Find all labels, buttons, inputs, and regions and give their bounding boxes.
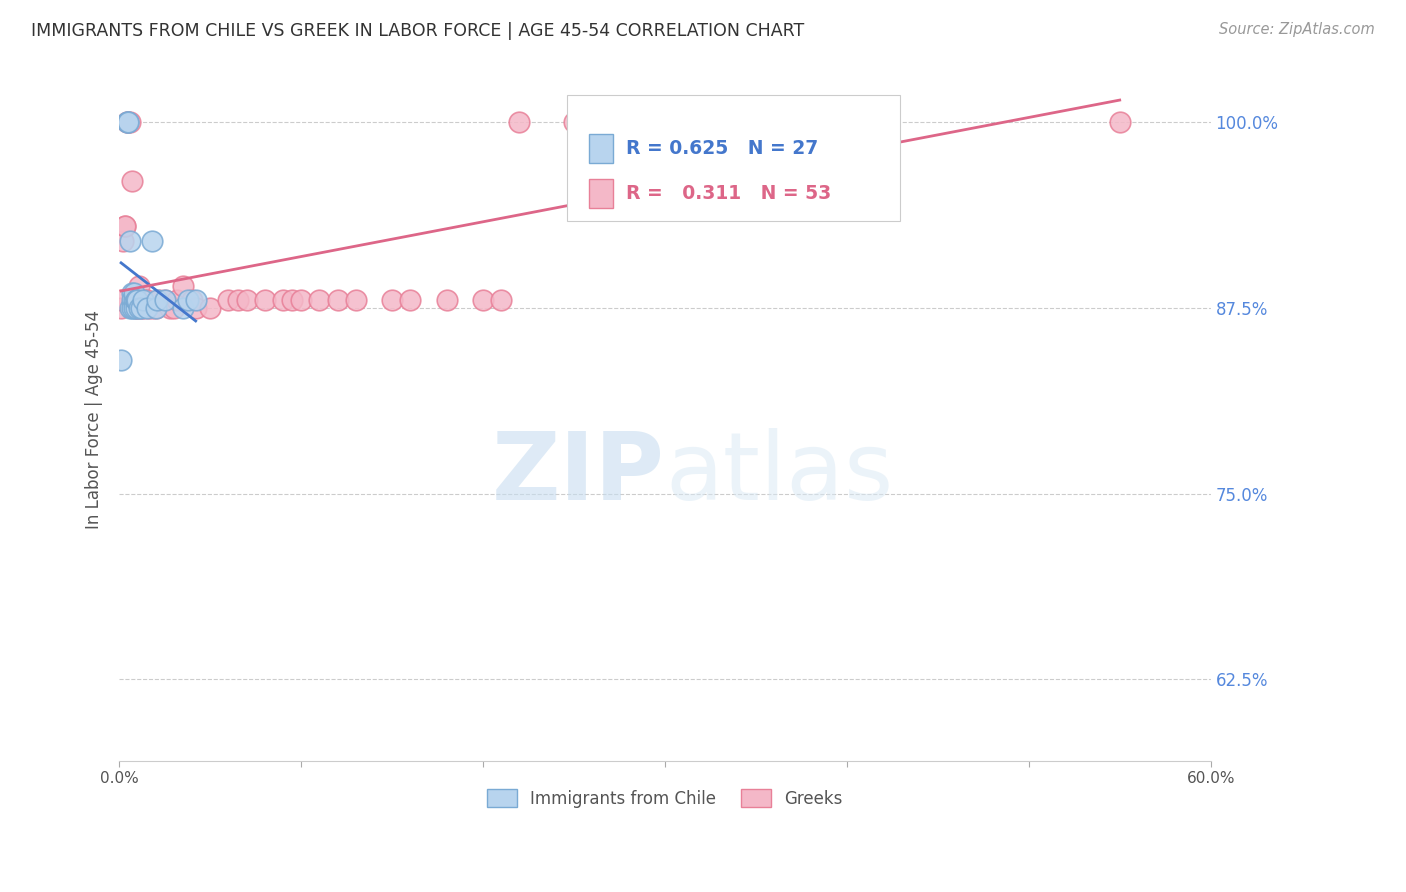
Point <box>141 234 163 248</box>
Point <box>124 301 146 315</box>
Point <box>226 293 249 308</box>
Point <box>281 293 304 308</box>
Point <box>172 278 194 293</box>
Point <box>122 293 145 308</box>
Point <box>141 301 163 315</box>
Point <box>110 352 132 367</box>
Point <box>121 301 143 315</box>
Point <box>562 115 585 129</box>
Point <box>872 115 894 129</box>
Point <box>166 293 188 308</box>
Point <box>153 293 176 308</box>
Point <box>508 115 530 129</box>
Point <box>217 293 239 308</box>
Point <box>129 301 152 315</box>
Point <box>135 293 157 308</box>
Text: atlas: atlas <box>665 428 893 520</box>
Point <box>799 115 821 129</box>
Point <box>127 293 149 308</box>
Point <box>308 293 330 308</box>
Point <box>436 293 458 308</box>
Point <box>111 234 134 248</box>
Point <box>122 301 145 315</box>
Point <box>200 301 222 315</box>
Point <box>177 293 200 308</box>
Point <box>1108 115 1130 129</box>
Point <box>124 293 146 308</box>
Point <box>654 115 676 129</box>
Bar <box>589 179 613 208</box>
Point <box>121 293 143 308</box>
Text: IMMIGRANTS FROM CHILE VS GREEK IN LABOR FORCE | AGE 45-54 CORRELATION CHART: IMMIGRANTS FROM CHILE VS GREEK IN LABOR … <box>31 22 804 40</box>
Point <box>617 115 640 129</box>
Point <box>120 115 142 129</box>
Point <box>690 115 713 129</box>
Point <box>127 301 149 315</box>
Point <box>184 293 207 308</box>
Point <box>115 115 138 129</box>
Point <box>128 301 150 315</box>
Point <box>110 301 132 315</box>
Point <box>129 301 152 315</box>
Point <box>134 293 156 308</box>
Point <box>114 219 136 233</box>
Point <box>117 115 139 129</box>
Point <box>128 278 150 293</box>
Point <box>117 115 139 129</box>
Point <box>153 293 176 308</box>
Point <box>122 285 145 300</box>
Point <box>120 301 142 315</box>
Point <box>127 293 149 308</box>
Point <box>117 115 139 129</box>
Point <box>132 293 155 308</box>
Point <box>115 115 138 129</box>
Point <box>326 293 349 308</box>
Point <box>472 293 495 308</box>
Point <box>120 234 142 248</box>
Point <box>235 293 257 308</box>
Point <box>290 293 312 308</box>
Point <box>159 301 181 315</box>
Y-axis label: In Labor Force | Age 45-54: In Labor Force | Age 45-54 <box>86 310 103 529</box>
Point <box>172 301 194 315</box>
FancyBboxPatch shape <box>567 95 900 221</box>
Point <box>344 293 367 308</box>
Point <box>121 174 143 188</box>
Legend: Immigrants from Chile, Greeks: Immigrants from Chile, Greeks <box>481 783 849 814</box>
Text: R =   0.311   N = 53: R = 0.311 N = 53 <box>626 184 831 203</box>
Point <box>145 301 167 315</box>
Point <box>181 293 204 308</box>
Point <box>184 301 207 315</box>
Text: Source: ZipAtlas.com: Source: ZipAtlas.com <box>1219 22 1375 37</box>
Point <box>381 293 404 308</box>
Point <box>124 301 146 315</box>
Point <box>124 293 146 308</box>
Text: ZIP: ZIP <box>492 428 665 520</box>
Bar <box>589 134 613 162</box>
Point <box>253 293 276 308</box>
Point <box>122 293 145 308</box>
Point <box>146 293 169 308</box>
Point <box>132 301 155 315</box>
Point <box>110 293 132 308</box>
Point <box>491 293 513 308</box>
Point <box>163 301 186 315</box>
Point <box>145 301 167 315</box>
Point <box>271 293 294 308</box>
Text: R = 0.625   N = 27: R = 0.625 N = 27 <box>626 138 818 158</box>
Point <box>148 293 170 308</box>
Point <box>121 285 143 300</box>
Point <box>399 293 422 308</box>
Point <box>138 301 160 315</box>
Point <box>135 301 157 315</box>
Point <box>114 219 136 233</box>
